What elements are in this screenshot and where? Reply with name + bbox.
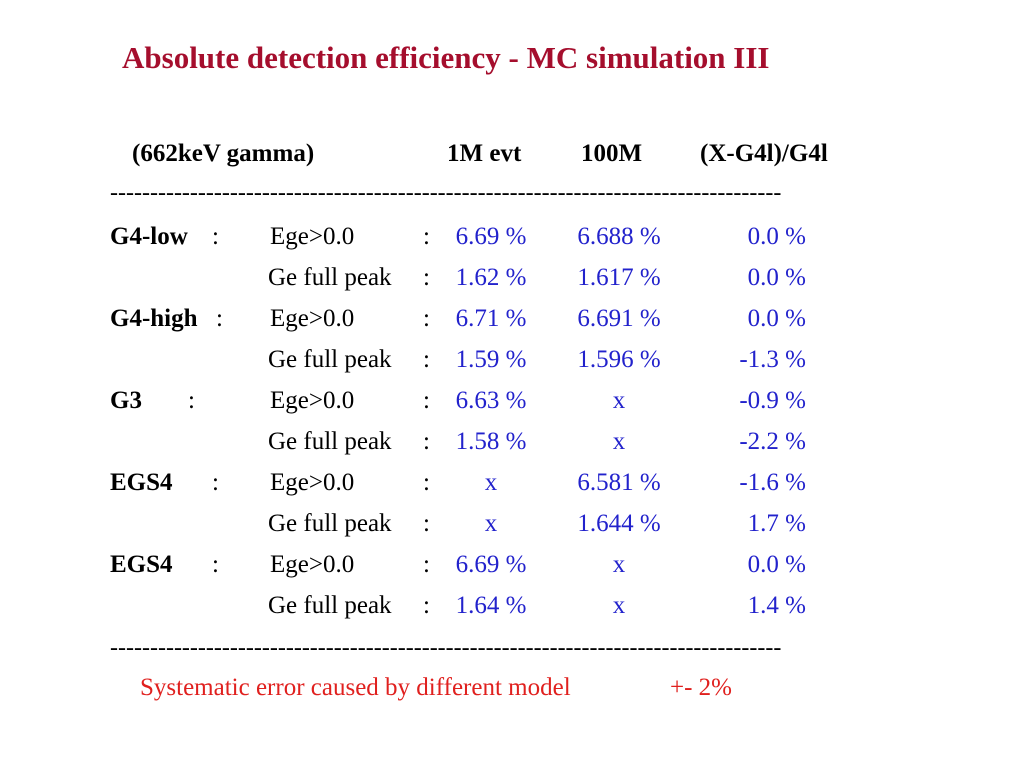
row-colon: :: [423, 592, 430, 619]
row-model-name: G3: [110, 387, 142, 414]
row-condition: Ge full peak: [268, 510, 392, 537]
row-value-1m: x: [484, 469, 498, 496]
row-condition: Ege>0.0: [270, 551, 355, 578]
row-colon: :: [423, 551, 430, 578]
row-value-100m: x: [612, 428, 626, 455]
row-condition: Ge full peak: [268, 428, 392, 455]
row-value-1m: x: [484, 510, 498, 537]
row-value-100m: 6.581 %: [577, 469, 661, 496]
row-value-100m: 1.644 %: [577, 510, 661, 537]
row-condition: Ege>0.0: [270, 223, 355, 250]
row-condition: Ge full peak: [268, 346, 392, 373]
row-colon: :: [423, 346, 430, 373]
header-col-100m: 100M: [581, 140, 643, 167]
row-value-100m: x: [612, 551, 626, 578]
row-model-name: G4-low: [110, 223, 188, 250]
row-condition: Ge full peak: [268, 592, 392, 619]
row-value-ratio: -2.2 %: [739, 428, 806, 455]
row-value-1m: 6.69 %: [455, 551, 527, 578]
row-colon: :: [423, 264, 430, 291]
row-value-ratio: 0.0 %: [747, 305, 806, 332]
row-name-colon: :: [188, 387, 195, 414]
row-colon: :: [423, 510, 430, 537]
row-name-colon: :: [212, 551, 219, 578]
divider-bottom: ----------------------------------------…: [110, 635, 782, 661]
row-value-100m: x: [612, 387, 626, 414]
row-model-name: EGS4: [110, 469, 173, 496]
row-condition: Ege>0.0: [270, 469, 355, 496]
footer-error: +- 2%: [670, 674, 732, 701]
row-value-1m: 1.58 %: [455, 428, 527, 455]
divider-top: ----------------------------------------…: [110, 180, 782, 206]
row-condition: Ege>0.0: [270, 387, 355, 414]
header-col-1m: 1M evt: [447, 140, 522, 167]
row-model-name: G4-high: [110, 305, 198, 332]
row-value-ratio: -0.9 %: [739, 387, 806, 414]
row-value-ratio: 1.4 %: [747, 592, 806, 619]
row-colon: :: [423, 223, 430, 250]
row-value-ratio: 0.0 %: [747, 223, 806, 250]
row-value-ratio: -1.6 %: [739, 469, 806, 496]
row-value-1m: 6.69 %: [455, 223, 527, 250]
footer-note: Systematic error caused by different mod…: [140, 674, 732, 702]
row-value-1m: 1.64 %: [455, 592, 527, 619]
row-value-ratio: 0.0 %: [747, 264, 806, 291]
row-colon: :: [423, 469, 430, 496]
footer-text: Systematic error caused by different mod…: [140, 674, 571, 701]
row-name-colon: :: [212, 223, 219, 250]
row-value-ratio: 1.7 %: [747, 510, 806, 537]
row-value-100m: 6.691 %: [577, 305, 661, 332]
row-value-ratio: 0.0 %: [747, 551, 806, 578]
row-model-name: EGS4: [110, 551, 173, 578]
row-name-colon: :: [212, 469, 219, 496]
row-colon: :: [423, 428, 430, 455]
row-value-ratio: -1.3 %: [739, 346, 806, 373]
header-label: (662keV gamma): [132, 140, 315, 167]
row-condition: Ge full peak: [268, 264, 392, 291]
header-col-ratio: (X-G4l)/G4l: [700, 140, 828, 167]
row-condition: Ege>0.0: [270, 305, 355, 332]
row-value-1m: 6.71 %: [455, 305, 527, 332]
row-value-1m: 6.63 %: [455, 387, 527, 414]
row-value-100m: 1.596 %: [577, 346, 661, 373]
row-value-100m: 6.688 %: [577, 223, 661, 250]
row-value-1m: 1.59 %: [455, 346, 527, 373]
row-value-1m: 1.62 %: [455, 264, 527, 291]
row-colon: :: [423, 387, 430, 414]
row-colon: :: [423, 305, 430, 332]
row-value-100m: x: [612, 592, 626, 619]
slide-title: Absolute detection efficiency - MC simul…: [122, 40, 770, 75]
row-name-colon: :: [216, 305, 223, 332]
row-value-100m: 1.617 %: [577, 264, 661, 291]
